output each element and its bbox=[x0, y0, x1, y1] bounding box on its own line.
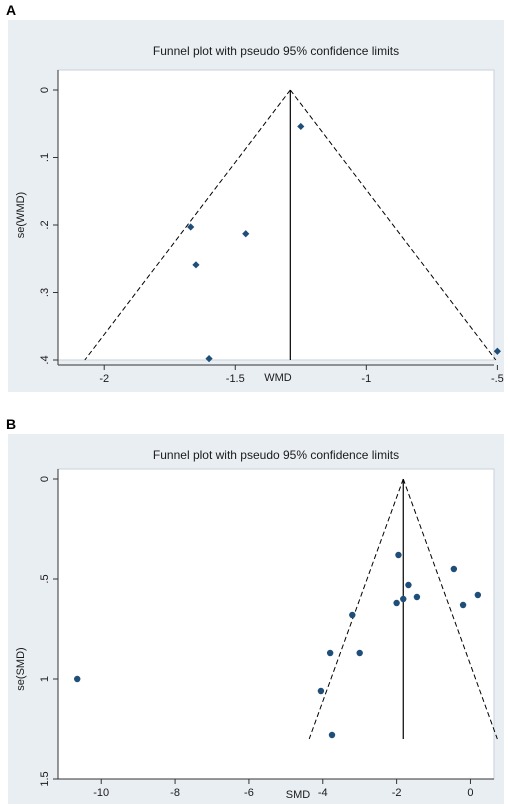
funnel-plot-a: Funnel plot with pseudo 95% confidence l… bbox=[15, 44, 504, 385]
data-point-b bbox=[413, 593, 421, 601]
x-tick-label-b: -4 bbox=[318, 787, 328, 799]
data-point-a bbox=[297, 122, 305, 131]
data-point-a bbox=[187, 223, 195, 231]
funnel-plot-panel-a: Funnel plot with pseudo 95% confidence l… bbox=[8, 20, 504, 392]
x-tick-label-a: -2 bbox=[99, 373, 109, 385]
x-tick-label-b: 0 bbox=[467, 787, 473, 799]
data-point-b bbox=[400, 595, 407, 603]
y-tick-label-b: 1 bbox=[39, 676, 51, 682]
y-tick-label-b: 0 bbox=[39, 476, 51, 482]
x-tick-label-b: -2 bbox=[392, 787, 402, 799]
y-axis-label-a: se(WMD) bbox=[15, 192, 27, 238]
x-tick-label-a: -1 bbox=[361, 373, 371, 385]
confidence-limit-right-b bbox=[402, 478, 498, 740]
confidence-limit-left-b bbox=[308, 478, 404, 740]
confidence-limit-right-a bbox=[289, 89, 497, 361]
data-point-a bbox=[493, 347, 501, 355]
confidence-limit-left-a bbox=[84, 89, 291, 361]
data-point-b bbox=[474, 591, 482, 599]
x-tick-label-b: -6 bbox=[244, 787, 254, 799]
data-point-b bbox=[326, 649, 334, 657]
panel-letter-b: B bbox=[6, 416, 17, 432]
chart-title-b: Funnel plot with pseudo 95% confidence l… bbox=[153, 448, 399, 462]
y-tick-label-a: .2 bbox=[39, 220, 51, 229]
data-point-b bbox=[395, 551, 402, 559]
data-point-a bbox=[205, 355, 213, 363]
plot-area-b bbox=[57, 468, 495, 780]
y-tick-label-a: .1 bbox=[39, 153, 51, 162]
y-tick-label-a: .3 bbox=[39, 288, 51, 297]
data-point-b bbox=[356, 649, 363, 657]
data-point-b bbox=[459, 601, 467, 609]
chart-title-a: Funnel plot with pseudo 95% confidence l… bbox=[153, 44, 399, 58]
data-point-b bbox=[317, 687, 325, 695]
plot-area-a bbox=[57, 69, 495, 361]
x-tick-label-a: -.5 bbox=[491, 373, 504, 385]
x-tick-label-a: -1.5 bbox=[226, 373, 245, 385]
data-point-b bbox=[450, 565, 458, 573]
panel-letter-a: A bbox=[6, 2, 17, 18]
x-tick-label-b: -10 bbox=[93, 787, 109, 799]
funnel-plot-b: Funnel plot with pseudo 95% confidence l… bbox=[15, 448, 498, 801]
data-point-b bbox=[405, 581, 412, 589]
data-point-b bbox=[328, 731, 336, 739]
data-point-b bbox=[349, 611, 356, 619]
y-tick-label-a: 0 bbox=[39, 87, 51, 93]
y-tick-label-b: 1.5 bbox=[39, 771, 51, 786]
funnel-plot-panel-b: Funnel plot with pseudo 95% confidence l… bbox=[8, 434, 504, 804]
y-axis-label-b: se(SMD) bbox=[15, 647, 27, 690]
x-axis-label-a: WMD bbox=[264, 372, 292, 384]
y-tick-label-b: .5 bbox=[39, 574, 51, 583]
data-point-b bbox=[393, 599, 400, 607]
data-point-b bbox=[74, 675, 81, 683]
data-point-a bbox=[192, 261, 200, 269]
data-point-a bbox=[242, 230, 250, 238]
x-tick-label-b: -8 bbox=[170, 787, 180, 799]
y-tick-label-a: .4 bbox=[39, 355, 51, 364]
x-axis-label-b: SMD bbox=[286, 789, 311, 801]
